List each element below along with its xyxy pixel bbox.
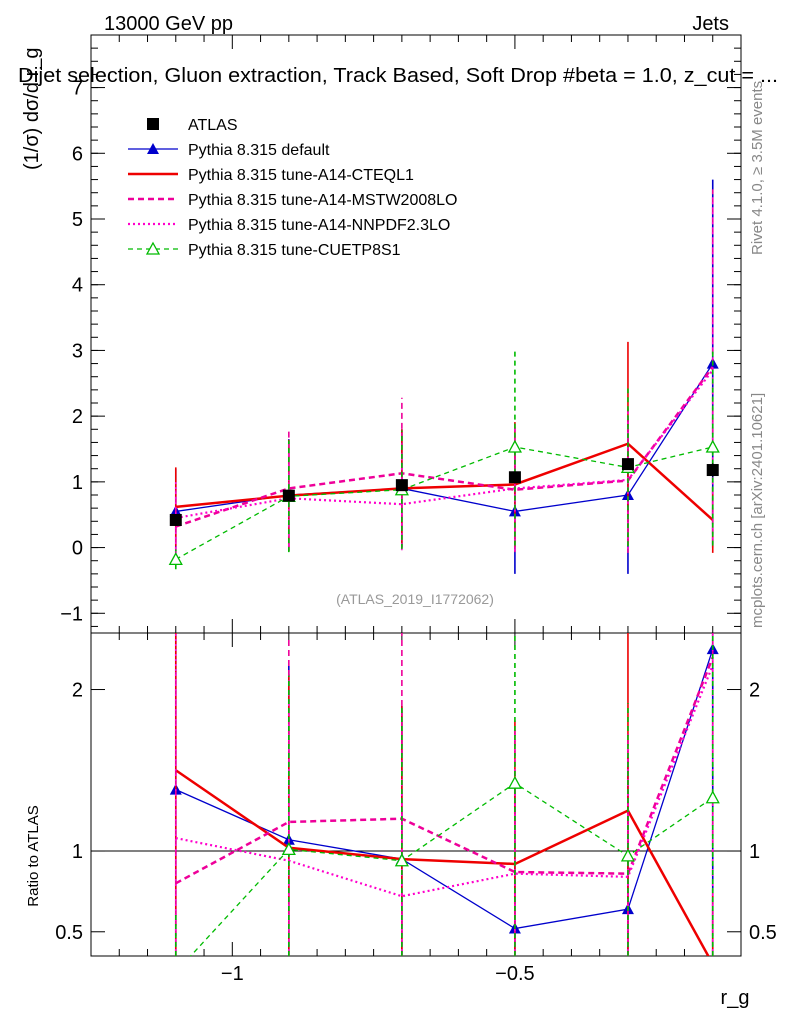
plot-title: Dijet selection, Gluon extraction, Track… xyxy=(18,65,778,87)
atlas-marker xyxy=(169,513,182,526)
x-tick-label: −1 xyxy=(221,963,244,985)
legend-label-nnpdf: Pythia 8.315 tune-A14-NNPDF2.3LO xyxy=(188,217,450,234)
cuetp-marker xyxy=(705,790,720,804)
default-ratio-series xyxy=(169,633,719,956)
legend-label-atlas: ATLAS xyxy=(188,117,238,134)
header-right: Jets xyxy=(692,13,729,35)
nnpdf-ratio-line xyxy=(175,664,714,898)
cteql1-line xyxy=(175,442,714,521)
ratio-y-tick-label-left: 2 xyxy=(72,680,83,702)
cuetp-series xyxy=(168,348,720,570)
ratio-y-tick-label-right: 2 xyxy=(749,680,760,702)
y-axis-label-main: (1/σ) dσ/d r_g xyxy=(21,47,43,170)
x-axis-label: r_g xyxy=(721,987,750,1009)
mstw-line xyxy=(175,366,714,528)
default-ratio-line xyxy=(175,648,714,930)
default-series xyxy=(169,179,719,574)
y-tick-label: −1 xyxy=(60,603,83,625)
legend-label-default: Pythia 8.315 default xyxy=(188,142,330,159)
ratio-y-tick-label-right: 1 xyxy=(749,841,760,863)
atlas-marker xyxy=(706,464,719,477)
mstw-ratio-series xyxy=(174,633,714,956)
atlas-series xyxy=(169,458,719,526)
analysis-watermark: (ATLAS_2019_I1772062) xyxy=(336,591,494,607)
atlas-marker xyxy=(147,118,159,130)
cuetp-ratio-series xyxy=(170,633,720,977)
cuetp-marker xyxy=(620,848,636,862)
ratio-panel: 0.5 0.5 1 1 2 2 −1 −0.5 xyxy=(55,632,777,985)
cuetp-marker xyxy=(168,552,183,566)
mstw-ratio-line xyxy=(175,656,714,885)
legend-label-mstw: Pythia 8.315 tune-A14-MSTW2008LO xyxy=(188,192,457,209)
y-tick-label: 0 xyxy=(72,538,83,560)
nnpdf-line xyxy=(175,369,714,520)
cuetp-marker xyxy=(145,241,161,255)
ratio-y-tick-label-left: 1 xyxy=(72,841,83,863)
cteql1-ratio-series xyxy=(174,633,714,956)
cuetp-marker xyxy=(394,853,409,867)
cuetp-marker xyxy=(281,842,296,856)
ratio-plot-area xyxy=(169,633,720,977)
legend-label-cuetp: Pythia 8.315 tune-CUETP8S1 xyxy=(188,242,401,259)
y-tick-label: 6 xyxy=(72,143,83,165)
cteql1-ratio-line xyxy=(175,769,710,956)
cuetp-ratio-line xyxy=(189,782,714,956)
default-line xyxy=(175,363,714,513)
atlas-marker xyxy=(282,489,295,502)
y-tick-label: 2 xyxy=(72,406,83,428)
cuetp-marker xyxy=(705,439,720,453)
y-tick-label: 7 xyxy=(72,78,83,100)
cuetp-marker xyxy=(507,439,523,453)
legend-label-cteql1: Pythia 8.315 tune-A14-CTEQL1 xyxy=(188,167,414,184)
rivet-label: Rivet 4.1.0, ≥ 3.5M events xyxy=(749,81,766,255)
atlas-marker xyxy=(621,458,634,471)
cteql1-series xyxy=(174,341,714,553)
y-tick-label: 3 xyxy=(72,340,83,362)
main-panel: −1 0 1 2 3 4 5 6 7 xyxy=(60,34,742,634)
atlas-marker xyxy=(508,471,521,484)
legend: ATLAS Pythia 8.315 default Pythia 8.315 tu… xyxy=(128,117,457,259)
ratio-frame-border xyxy=(90,632,742,957)
y-axis-label-ratio: Ratio to ATLAS xyxy=(25,805,42,906)
nnpdf-ratio-series xyxy=(174,633,714,956)
y-tick-label: 5 xyxy=(72,209,83,231)
atlas-marker xyxy=(395,479,408,492)
ratio-y-tick-label-right: 0.5 xyxy=(749,922,777,944)
main-plot-area xyxy=(168,179,720,574)
x-tick-label: −0.5 xyxy=(495,963,534,985)
ratio-y-tick-label-left: 0.5 xyxy=(55,922,83,944)
header-left: 13000 GeV pp xyxy=(104,13,233,35)
cuetp-marker xyxy=(507,775,523,789)
y-tick-label: 1 xyxy=(72,472,83,494)
default-marker xyxy=(147,143,159,154)
cuetp-marker xyxy=(170,966,182,977)
y-tick-label: 4 xyxy=(72,275,83,297)
mcplots-label: mcplots.cern.ch [arXiv:2401.10621] xyxy=(749,393,766,628)
